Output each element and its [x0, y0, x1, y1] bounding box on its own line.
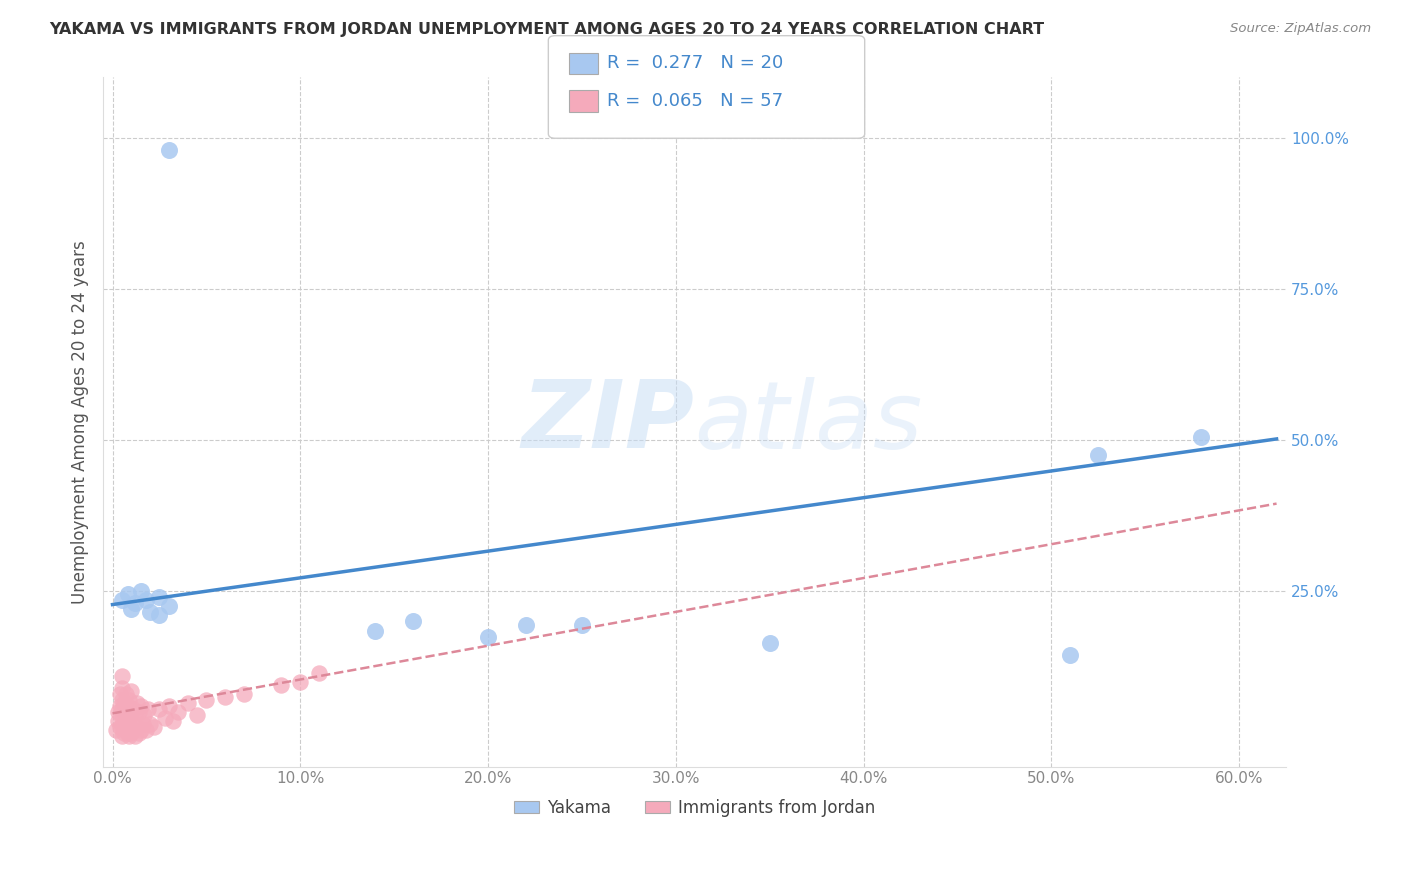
Point [120, 684, 142, 698]
Point [157, 699, 180, 714]
Point [129, 584, 152, 599]
Point [1059, 648, 1081, 662]
Text: R =  0.277   N = 20: R = 0.277 N = 20 [607, 54, 783, 72]
Point [117, 699, 139, 714]
Point [112, 717, 135, 731]
Point [111, 720, 134, 734]
Point [402, 615, 425, 629]
Point [108, 720, 131, 734]
Point [118, 693, 141, 707]
Point [1087, 448, 1109, 462]
Point [120, 726, 142, 740]
Point [136, 702, 159, 716]
Text: R =  0.065   N = 57: R = 0.065 N = 57 [607, 92, 783, 110]
Point [135, 593, 157, 607]
Point [124, 729, 146, 743]
Point [128, 705, 150, 719]
Point [308, 665, 330, 680]
Y-axis label: Unemployment Among Ages 20 to 24 years: Unemployment Among Ages 20 to 24 years [72, 240, 89, 604]
Point [148, 591, 170, 605]
Point [515, 617, 537, 632]
Point [108, 699, 131, 714]
Point [111, 729, 134, 743]
Point [108, 687, 131, 701]
Point [1191, 430, 1213, 444]
Point [131, 717, 153, 731]
Point [112, 696, 135, 710]
Point [270, 678, 292, 692]
Point [142, 720, 165, 734]
Point [124, 711, 146, 725]
Point [129, 723, 152, 738]
Text: ZIP: ZIP [522, 376, 695, 468]
Point [157, 599, 180, 614]
Point [290, 675, 312, 690]
Point [162, 714, 184, 729]
Point [105, 723, 128, 738]
Point [134, 708, 156, 723]
Point [117, 587, 139, 601]
Point [214, 690, 236, 704]
Text: Source: ZipAtlas.com: Source: ZipAtlas.com [1230, 22, 1371, 36]
Point [125, 720, 148, 734]
Point [571, 617, 593, 632]
Point [107, 714, 129, 729]
Point [233, 687, 256, 701]
Point [111, 593, 134, 607]
Point [157, 143, 180, 157]
Point [139, 717, 162, 731]
Point [176, 696, 198, 710]
Point [111, 711, 134, 725]
Point [114, 708, 136, 723]
Point [111, 681, 134, 695]
Point [364, 624, 387, 638]
Point [195, 693, 218, 707]
Point [120, 602, 142, 616]
Point [186, 708, 208, 723]
Legend: Yakama, Immigrants from Jordan: Yakama, Immigrants from Jordan [508, 792, 882, 823]
Point [129, 699, 152, 714]
Text: YAKAMA VS IMMIGRANTS FROM JORDAN UNEMPLOYMENT AMONG AGES 20 TO 24 YEARS CORRELAT: YAKAMA VS IMMIGRANTS FROM JORDAN UNEMPLO… [49, 22, 1045, 37]
Point [111, 693, 134, 707]
Point [118, 711, 141, 725]
Point [477, 630, 499, 644]
Point [167, 705, 190, 719]
Point [107, 705, 129, 719]
Point [125, 696, 148, 710]
Point [122, 723, 145, 738]
Point [124, 596, 146, 610]
Point [148, 702, 170, 716]
Point [122, 702, 145, 716]
Point [758, 635, 780, 649]
Point [114, 687, 136, 701]
Point [117, 726, 139, 740]
Point [148, 608, 170, 623]
Point [128, 726, 150, 740]
Point [117, 714, 139, 729]
Point [135, 723, 157, 738]
Point [111, 702, 134, 716]
Point [120, 705, 142, 719]
Point [118, 729, 141, 743]
Point [153, 711, 176, 725]
Point [111, 669, 134, 683]
Point [139, 606, 162, 620]
Point [112, 726, 135, 740]
Text: atlas: atlas [695, 376, 922, 467]
Point [114, 723, 136, 738]
